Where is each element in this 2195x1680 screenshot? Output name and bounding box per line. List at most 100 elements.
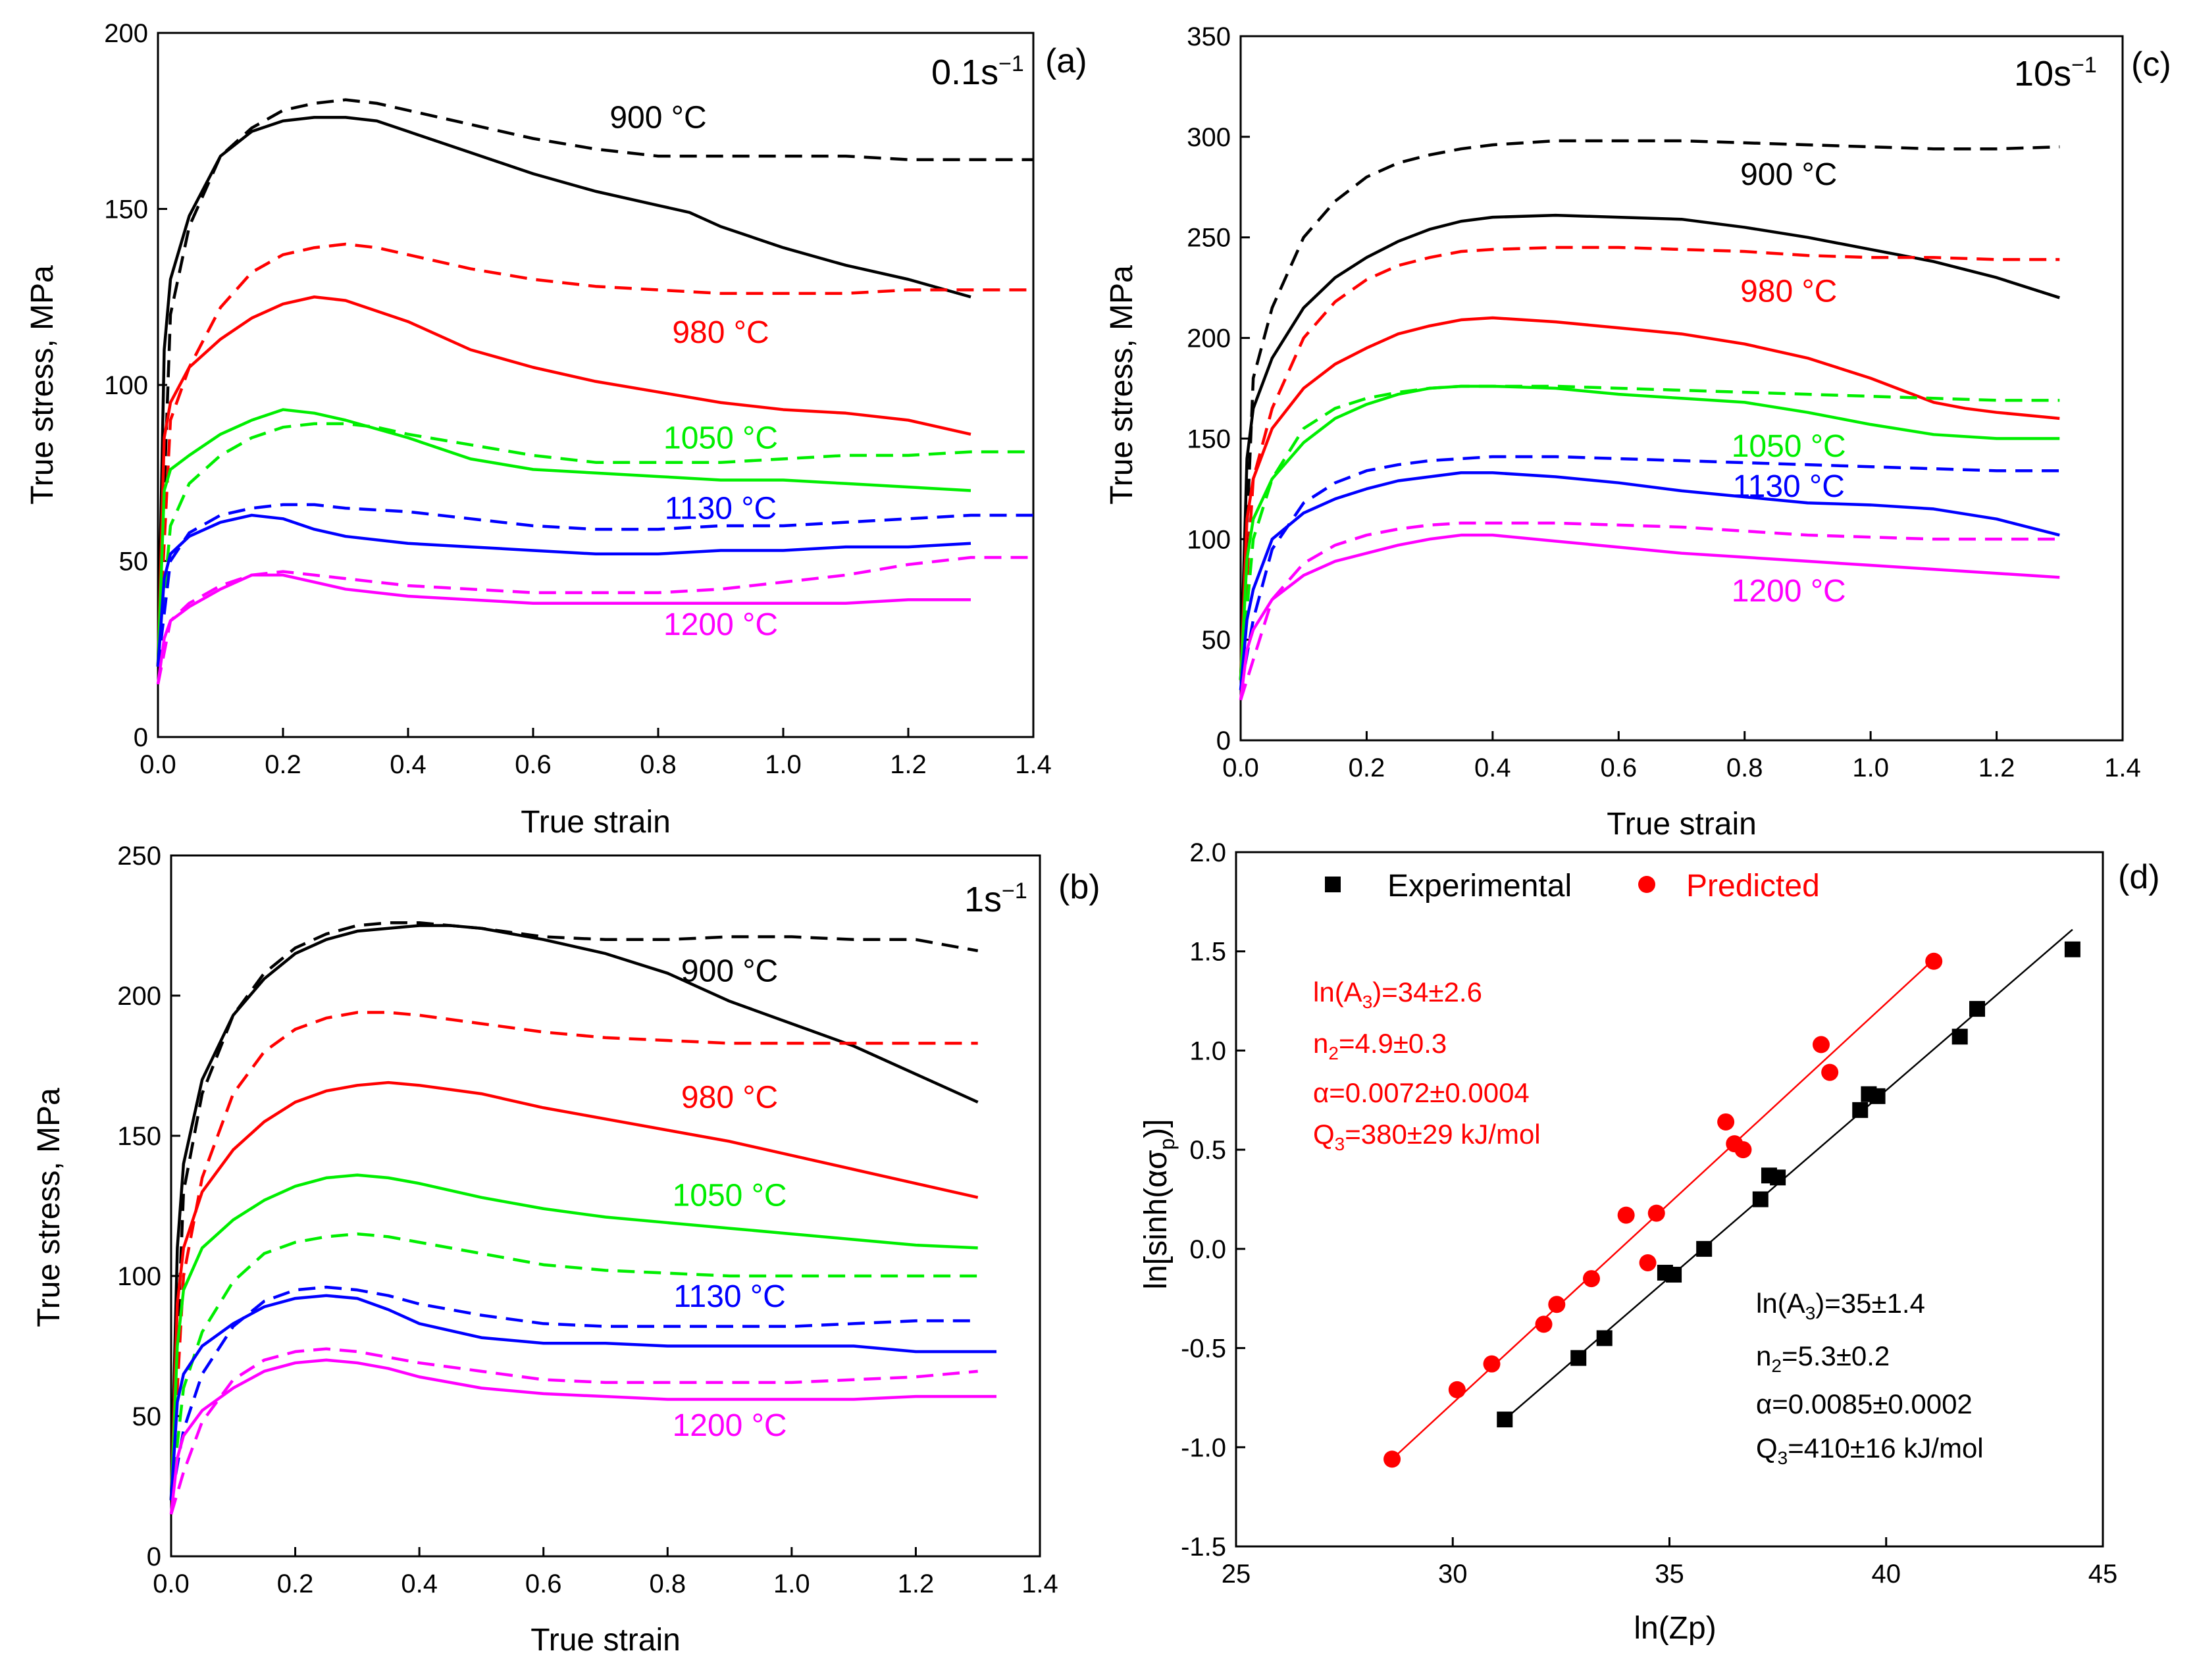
x-tick-label: 1.2: [890, 750, 927, 779]
series-line-980-c-predicted: [156, 242, 1033, 667]
plot-area-b: 0.0 0.2 0.4 0.6 0.8 1.0 1.2 1.4 0 50 100 150 200 250 9…: [117, 842, 1058, 1598]
predicted-point: [1548, 1296, 1566, 1313]
y-tick-label: 350: [1187, 22, 1231, 51]
legend-predicted-marker: [1638, 876, 1655, 893]
y-tick-label: -1.0: [1181, 1433, 1226, 1462]
experimental-fit-params: ln(A3)=35±1.4 n2=5.3±0.2 α=0.0085±0.0002…: [1756, 1288, 1984, 1468]
y-tick-label: 0: [134, 723, 148, 752]
curve-temperature-label: 900 °C: [681, 954, 778, 989]
x-axis-label-b: True strain: [530, 1623, 681, 1658]
y-tick-label: 2.0: [1189, 838, 1226, 867]
series-line-980-c-experimental: [1239, 316, 2060, 680]
panel-label-d: (d): [2118, 858, 2160, 896]
legend-experimental-marker: [1325, 877, 1341, 892]
predicted-point: [1483, 1355, 1501, 1373]
x-tick-label: 1.4: [1021, 1569, 1058, 1598]
curve-temperature-label: 1130 °C: [665, 491, 777, 526]
experimental-point: [2064, 941, 2080, 957]
series-line-1130-c-predicted: [1239, 455, 2060, 690]
predicted-alpha: α=0.0072±0.0004: [1313, 1077, 1530, 1108]
series-line-900-c-experimental: [156, 116, 971, 667]
curve-temperature-label: 1200 °C: [663, 607, 778, 642]
series-line-1050-c-predicted: [156, 422, 1033, 667]
plot-frame-b: [170, 854, 1041, 1558]
y-tick-label: 1.0: [1189, 1036, 1226, 1065]
predicted-point: [1383, 1450, 1401, 1468]
series-line-1200-c-experimental: [156, 573, 971, 685]
rate-label-c: 10s−1: [2014, 53, 2097, 93]
x-tick-label: 40: [1872, 1560, 1901, 1589]
panel-label-c: (c): [2131, 45, 2171, 84]
x-tick-label: 0.8: [1726, 753, 1763, 782]
x-axis-label-c: True strain: [1607, 807, 1757, 842]
predicted-fit-params: ln(A3)=34±2.6 n2=4.9±0.3 α=0.0072±0.0004…: [1313, 977, 1541, 1154]
y-tick-label: 0.0: [1189, 1235, 1226, 1264]
x-tick-label: 1.0: [1852, 753, 1889, 782]
panel-b: 0.0 0.2 0.4 0.6 0.8 1.0 1.2 1.4 0 50 100 150 200 250 9…: [32, 842, 1100, 1658]
y-tick-label: 150: [104, 195, 148, 224]
y-tick-label: 50: [119, 547, 149, 576]
y-tick-label: 200: [1187, 324, 1231, 353]
x-axis-label-a: True strain: [521, 805, 671, 840]
predicted-point: [1535, 1315, 1553, 1333]
predicted-point: [1448, 1381, 1466, 1398]
y-tick-label: 1.5: [1189, 938, 1226, 967]
predicted-point: [1639, 1254, 1657, 1271]
x-tick-label: 0.0: [153, 1569, 190, 1598]
y-axis-label-d: ln[sinh(ασp)]: [1139, 1119, 1179, 1289]
x-tick-label: 0.4: [390, 750, 426, 779]
experimental-lnA: ln(A3)=35±1.4: [1756, 1288, 1925, 1323]
y-axis-label-b: True stress, MPa: [32, 1088, 66, 1327]
x-tick-label: 1.0: [773, 1569, 810, 1598]
series-line-1130-c-experimental: [1239, 471, 2060, 690]
predicted-lnA: ln(A3)=34±2.6: [1313, 977, 1482, 1012]
predicted-point: [1582, 1270, 1600, 1288]
series-line-1200-c-predicted: [1239, 521, 2060, 701]
experimental-point: [1666, 1267, 1682, 1283]
y-tick-label: 300: [1187, 123, 1231, 152]
x-tick-label: 0.0: [1222, 753, 1259, 782]
x-tick-label: 1.2: [898, 1569, 935, 1598]
curve-temperature-label: 1050 °C: [673, 1179, 787, 1213]
plot-area-c: 0.0 0.2 0.4 0.6 0.8 1.0 1.2 1.4 0 50 100 150 200 250 3…: [1187, 22, 2141, 782]
x-tick-label: 45: [2088, 1560, 2118, 1589]
x-tick-label: 0.0: [140, 750, 176, 779]
x-tick-label: 25: [1222, 1560, 1251, 1589]
predicted-point: [1717, 1113, 1735, 1131]
experimental-point: [1951, 1029, 1968, 1045]
x-tick-label: 0.8: [640, 750, 677, 779]
x-tick-label: 0.6: [515, 750, 552, 779]
series-line-900-c-experimental: [1239, 213, 2060, 680]
experimental-point: [1497, 1412, 1513, 1428]
y-tick-label: 100: [1187, 525, 1231, 554]
series-line-1050-c-predicted: [169, 1232, 978, 1501]
predicted-n: n2=4.9±0.3: [1313, 1028, 1447, 1063]
x-tick-label: 30: [1438, 1560, 1468, 1589]
predicted-point: [1821, 1063, 1839, 1081]
x-tick-label: 0.6: [525, 1569, 562, 1598]
predicted-point: [1647, 1204, 1665, 1222]
experimental-Q: Q3=410±16 kJ/mol: [1756, 1433, 1984, 1468]
y-tick-label: 150: [117, 1122, 161, 1151]
series-line-1050-c-predicted: [1239, 384, 2060, 680]
series-line-1130-c-experimental: [169, 1294, 996, 1500]
series-line-1130-c-predicted: [169, 1285, 978, 1501]
experimental-point: [1869, 1088, 1886, 1104]
legend-experimental-label: Experimental: [1387, 869, 1572, 904]
plot-frame-c: [1239, 35, 2124, 742]
x-tick-label: 35: [1655, 1560, 1684, 1589]
x-tick-label: 0.4: [401, 1569, 438, 1598]
predicted-point: [1734, 1141, 1752, 1159]
experimental-n: n2=5.3±0.2: [1756, 1340, 1890, 1376]
y-tick-label: 200: [117, 982, 161, 1011]
x-tick-label: 0.8: [649, 1569, 686, 1598]
series-line-1200-c-predicted: [156, 555, 1033, 685]
series-line-980-c-experimental: [169, 1081, 979, 1500]
series-line-900-c-predicted: [169, 921, 979, 1500]
experimental-point: [1570, 1350, 1587, 1366]
rate-label-b: 1s−1: [964, 878, 1027, 919]
curve-temperature-label: 980 °C: [681, 1080, 778, 1115]
x-tick-label: 0.2: [265, 750, 301, 779]
y-axis-label-a: True stress, MPa: [25, 265, 60, 505]
y-tick-label: 0: [1216, 726, 1231, 755]
